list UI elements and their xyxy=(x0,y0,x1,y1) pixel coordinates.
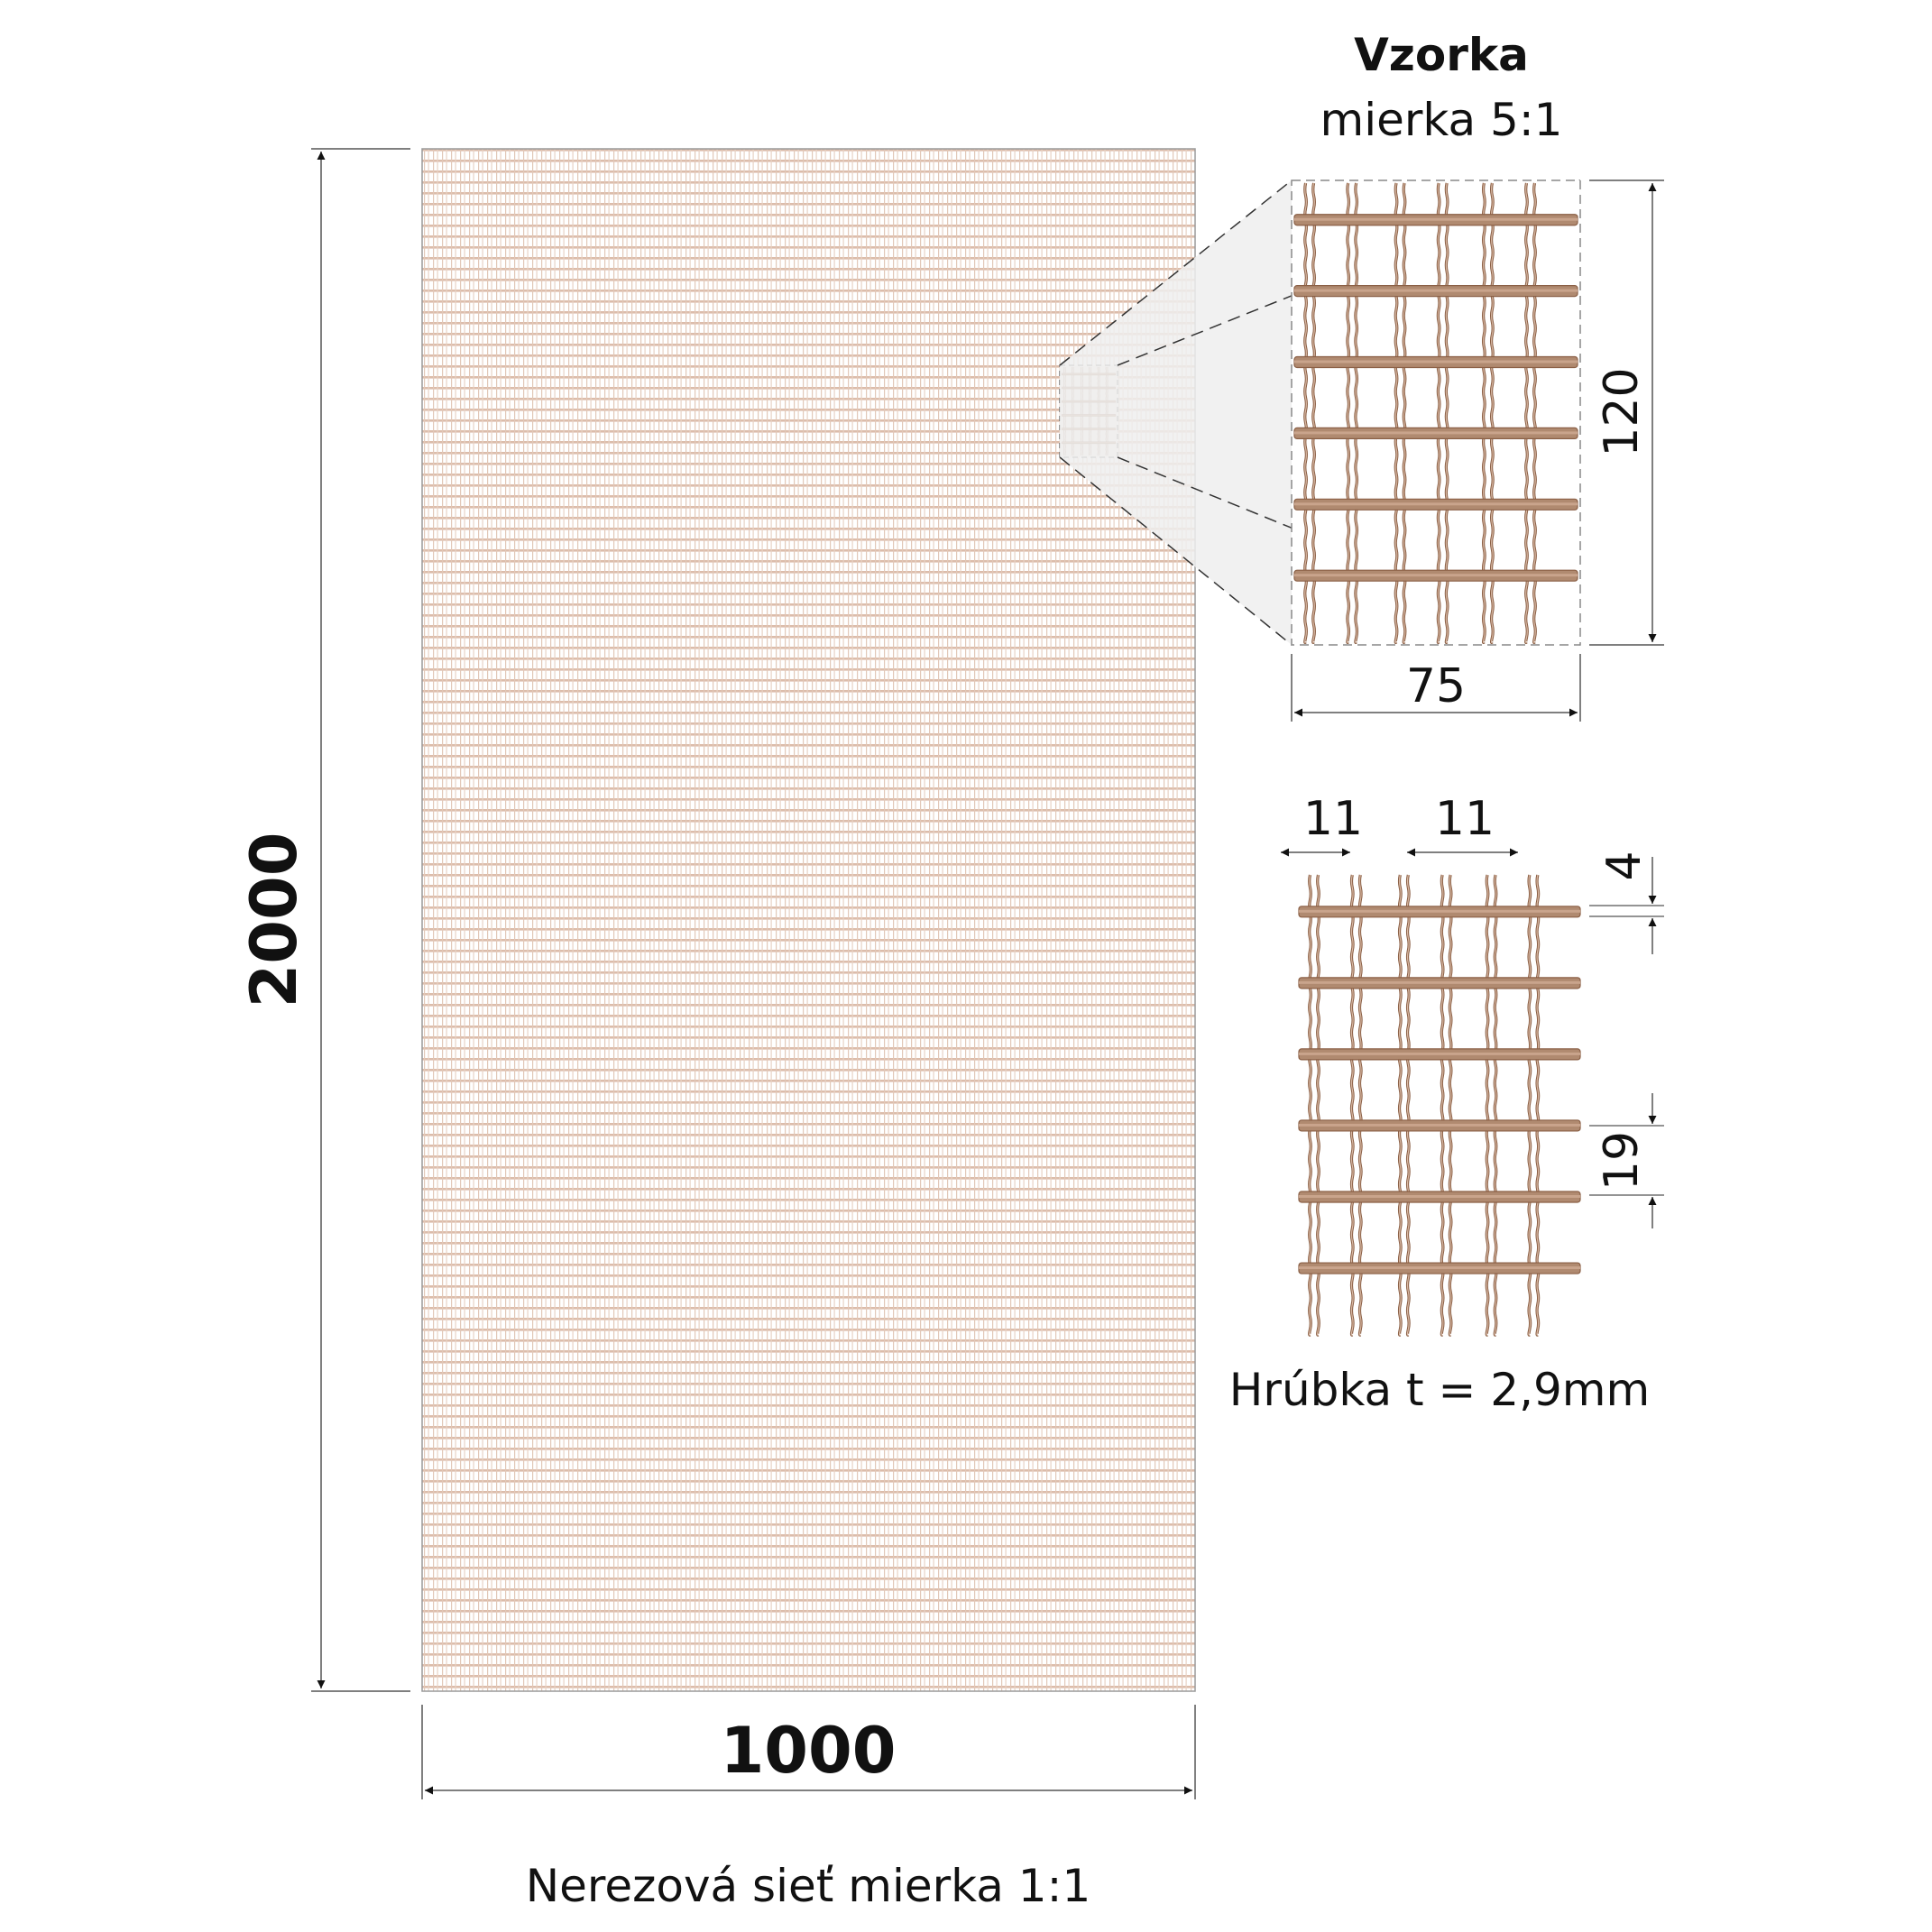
width-dimension: 1000 xyxy=(421,1705,1196,1799)
wire-label: 4 xyxy=(1597,851,1651,880)
wire-dimension: 4 xyxy=(1589,851,1664,954)
horizontal-bar-highlight xyxy=(1294,431,1578,435)
horizontal-bar-highlight xyxy=(1299,1123,1580,1127)
horizontal-bar-highlight xyxy=(1299,980,1580,984)
horizontal-bar-highlight xyxy=(1299,909,1580,913)
height-label: 2000 xyxy=(237,833,311,1008)
sample-height-dimension: 120 xyxy=(1589,179,1664,646)
pitch-dimension-b: 11 xyxy=(1407,792,1518,857)
detail-mesh xyxy=(1298,874,1581,1337)
pitch-a-label: 11 xyxy=(1303,792,1363,846)
panel-caption: Nerezová sieť mierka 1:1 xyxy=(526,1860,1091,1912)
sample-scale: mierka 5:1 xyxy=(1320,94,1563,146)
sample-mesh xyxy=(1291,179,1581,646)
sample-height-label: 120 xyxy=(1595,367,1649,456)
pitch-dimension-a: 11 xyxy=(1281,792,1363,857)
thickness-label: Hrúbka t = 2,9mm xyxy=(1229,1364,1650,1416)
horizontal-bar-highlight xyxy=(1294,360,1578,363)
horizontal-bar-highlight xyxy=(1299,1266,1580,1270)
width-label: 1000 xyxy=(721,1714,897,1788)
horizontal-bar-highlight xyxy=(1294,502,1578,506)
height-dimension: 2000 xyxy=(237,148,410,1692)
horizontal-bar-highlight xyxy=(1299,1052,1580,1055)
horizontal-bar-highlight xyxy=(1299,1195,1580,1198)
spacing-label: 19 xyxy=(1595,1131,1649,1191)
sample-width-label: 75 xyxy=(1406,659,1466,713)
sample-title: Vzorka xyxy=(1354,29,1529,81)
horizontal-bar-highlight xyxy=(1294,574,1578,577)
pitch-b-label: 11 xyxy=(1435,792,1495,846)
horizontal-bar-highlight xyxy=(1294,217,1578,221)
sample-width-dimension: 75 xyxy=(1291,654,1581,722)
spacing-dimension: 19 xyxy=(1589,1093,1664,1228)
horizontal-bar-highlight xyxy=(1294,289,1578,292)
